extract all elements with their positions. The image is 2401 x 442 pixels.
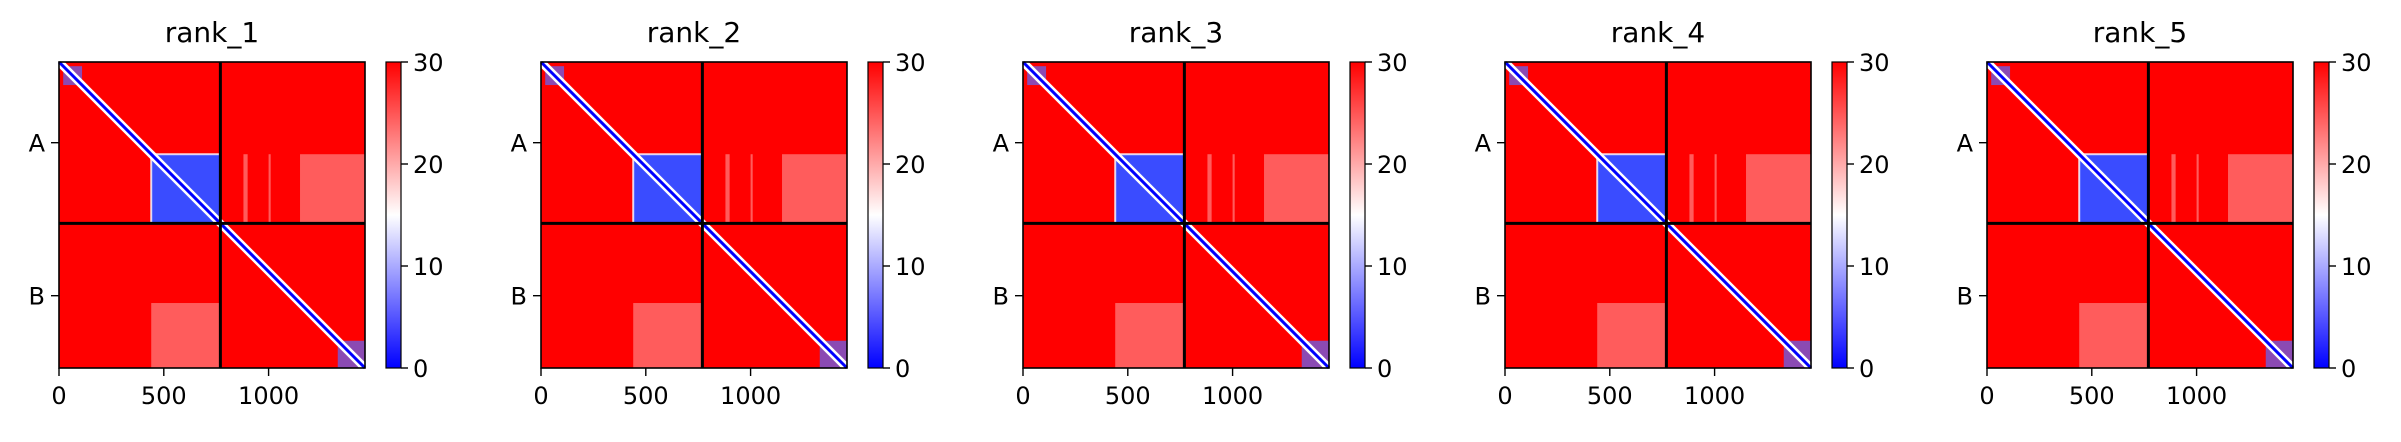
colorbar-tick-label: 0	[2341, 355, 2356, 383]
axes-frame	[58, 61, 366, 369]
colorbar-tick-label: 20	[1859, 151, 1890, 179]
pae-stripe	[243, 154, 248, 224]
x-tick-label: 1000	[2166, 382, 2227, 410]
panel-4: rank_4 0 500 1000 A B 0 10 20 30	[1475, 16, 1890, 410]
pae-stripe	[2171, 154, 2176, 224]
colorbar-tick-label: 30	[895, 49, 926, 77]
pae-stripe	[300, 154, 365, 224]
x-tick-label: 0	[1497, 382, 1512, 410]
colorbar-tick-label: 0	[1377, 355, 1392, 383]
colorbar-tick-label: 20	[895, 151, 926, 179]
x-tick-label: 500	[1105, 382, 1151, 410]
colorbar-tick-label: 30	[413, 49, 444, 77]
colorbar-frame	[1349, 61, 1366, 369]
colorbar-frame	[1831, 61, 1848, 369]
colorbar-tick-label: 20	[413, 151, 444, 179]
x-tick-label: 0	[51, 382, 66, 410]
colorbar-tick-label: 10	[1859, 253, 1890, 281]
diagonal-line	[1503, 60, 1813, 370]
y-tick-label: A	[993, 130, 1010, 158]
y-tick-label: B	[1957, 283, 1973, 311]
colorbar	[1832, 62, 1847, 368]
pae-stripe	[1597, 303, 1667, 368]
y-tick-label: B	[29, 283, 45, 311]
y-tick-label: B	[1475, 283, 1491, 311]
colorbar-tick-label: 0	[1859, 355, 1874, 383]
pae-stripe	[1207, 154, 1212, 224]
colorbar-tick-label: 0	[895, 355, 910, 383]
panel-title: rank_3	[1129, 16, 1223, 49]
x-tick-label: 500	[623, 382, 669, 410]
x-tick-label: 500	[141, 382, 187, 410]
colorbar-tick-label: 30	[1377, 49, 1408, 77]
y-tick-label: A	[1475, 130, 1492, 158]
y-tick-label: B	[511, 283, 527, 311]
diagonal-line	[539, 60, 849, 370]
colorbar	[1350, 62, 1365, 368]
x-tick-label: 500	[2069, 382, 2115, 410]
colorbar-tick-label: 0	[413, 355, 428, 383]
pae-stripe	[1264, 154, 1329, 224]
x-tick-label: 1000	[720, 382, 781, 410]
pae-stripe	[750, 154, 753, 224]
panel-2: rank_2 0 500 1000 A B 0 10 20 30	[511, 16, 926, 410]
pae-stripe	[725, 154, 730, 224]
colorbar-tick-label: 10	[413, 253, 444, 281]
x-tick-label: 1000	[1684, 382, 1745, 410]
panel-title: rank_2	[647, 16, 741, 49]
pae-stripe	[1746, 154, 1811, 224]
pae-stripe	[1232, 154, 1235, 224]
pae-stripe	[2228, 154, 2293, 224]
colorbar-tick-label: 20	[2341, 151, 2372, 179]
panel-3: rank_3 0 500 1000 A B 0 10 20 30	[993, 16, 1408, 410]
colorbar	[386, 62, 401, 368]
colorbar-frame	[385, 61, 402, 369]
y-tick-label: A	[29, 130, 46, 158]
axes-frame	[1022, 61, 1330, 369]
colorbar-tick-label: 30	[1859, 49, 1890, 77]
diagonal-line	[1021, 60, 1331, 370]
pae-stripe	[1689, 154, 1694, 224]
colorbar-frame	[2313, 61, 2330, 369]
pae-stripe	[151, 303, 221, 368]
x-tick-label: 0	[1979, 382, 1994, 410]
x-tick-label: 1000	[238, 382, 299, 410]
colorbar	[2314, 62, 2329, 368]
panel-title: rank_4	[1611, 16, 1705, 49]
colorbar-tick-label: 10	[895, 253, 926, 281]
pae-stripe	[2079, 303, 2149, 368]
x-tick-label: 0	[1015, 382, 1030, 410]
y-tick-label: A	[1957, 130, 1974, 158]
colorbar-tick-label: 10	[2341, 253, 2372, 281]
panel-title: rank_1	[165, 16, 259, 49]
diagonal-line	[1985, 60, 2295, 370]
x-tick-label: 1000	[1202, 382, 1263, 410]
diagonal-line	[57, 60, 367, 370]
pae-stripe	[268, 154, 271, 224]
x-tick-label: 0	[533, 382, 548, 410]
colorbar-tick-label: 10	[1377, 253, 1408, 281]
panel-1: rank_1 0 500 1000 A B 0 10 20 30	[29, 16, 444, 410]
colorbar-tick-label: 30	[2341, 49, 2372, 77]
x-tick-label: 500	[1587, 382, 1633, 410]
axes-frame	[540, 61, 848, 369]
axes-frame	[1504, 61, 1812, 369]
pae-stripe	[633, 303, 703, 368]
colorbar-frame	[867, 61, 884, 369]
y-tick-label: A	[511, 130, 528, 158]
colorbar-tick-label: 20	[1377, 151, 1408, 179]
pae-stripe	[1115, 303, 1185, 368]
colorbar	[868, 62, 883, 368]
panel-title: rank_5	[2093, 16, 2187, 49]
axes-frame	[1986, 61, 2294, 369]
pae-stripe	[782, 154, 847, 224]
pae-stripe	[2196, 154, 2199, 224]
y-tick-label: B	[993, 283, 1009, 311]
pae-stripe	[1714, 154, 1717, 224]
panel-5: rank_5 0 500 1000 A B 0 10 20 30	[1957, 16, 2372, 410]
